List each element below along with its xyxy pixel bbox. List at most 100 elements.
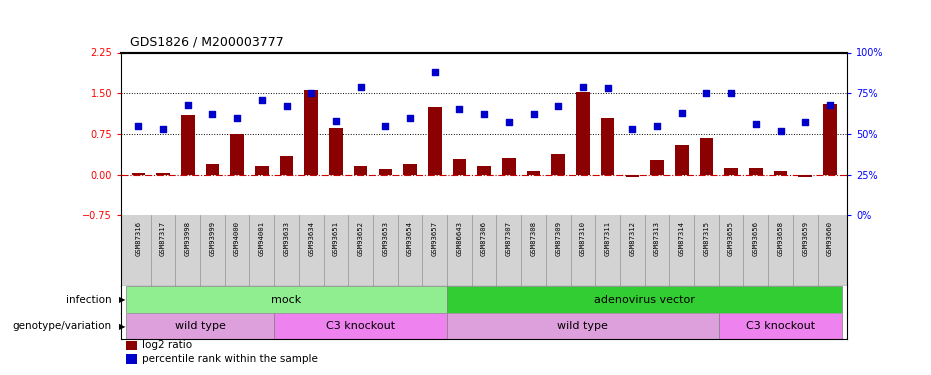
Point (699, 90, 714, 96)
Bar (330, 129, 343, 174)
Point (181, 102, 196, 108)
Bar (274, 313, 447, 339)
Text: GSM87317: GSM87317 (160, 221, 166, 256)
Text: GSM87311: GSM87311 (604, 221, 611, 256)
Point (798, 120, 813, 126)
Text: wild type: wild type (175, 321, 225, 331)
Bar (304, 90, 318, 174)
Point (502, 120, 517, 126)
Point (279, 103, 294, 109)
Point (674, 110, 689, 116)
Text: C3 knockout: C3 knockout (746, 321, 815, 331)
Point (353, 84, 368, 90)
Text: GSM93998: GSM93998 (184, 221, 191, 256)
Point (650, 123, 665, 129)
Text: log2 ratio: log2 ratio (142, 340, 192, 351)
Text: GSM93658: GSM93658 (777, 221, 784, 256)
Bar (502, 158, 516, 174)
Bar (600, 118, 614, 174)
Point (131, 123, 146, 129)
Point (477, 111, 492, 117)
Text: ▶: ▶ (119, 322, 126, 331)
Point (575, 84, 590, 90)
Text: GSM87314: GSM87314 (679, 221, 684, 256)
Point (402, 115, 417, 121)
Bar (799, 174, 812, 177)
Bar (279, 156, 293, 174)
Bar (126, 286, 447, 313)
Bar (576, 92, 589, 174)
Bar (719, 313, 843, 339)
Bar (478, 166, 491, 174)
Text: GSM93653: GSM93653 (383, 221, 388, 256)
Text: GSM93633: GSM93633 (284, 221, 290, 256)
Point (625, 126, 640, 132)
Text: GSM87309: GSM87309 (555, 221, 561, 256)
Text: GSM94001: GSM94001 (259, 221, 264, 256)
Text: GSM87310: GSM87310 (580, 221, 586, 256)
Point (205, 111, 220, 117)
Point (378, 123, 393, 129)
Bar (823, 104, 837, 174)
Point (600, 85, 615, 91)
Bar (379, 169, 392, 174)
Text: GSM93999: GSM93999 (209, 221, 215, 256)
Bar (447, 286, 843, 313)
Bar (650, 160, 664, 174)
Bar (699, 138, 713, 174)
Point (304, 90, 318, 96)
Text: GSM86643: GSM86643 (456, 221, 463, 256)
Bar (452, 159, 466, 174)
Text: GSM87312: GSM87312 (629, 221, 635, 256)
Text: percentile rank within the sample: percentile rank within the sample (142, 354, 317, 364)
Bar (749, 168, 762, 174)
Bar (206, 164, 219, 174)
Text: GSM87306: GSM87306 (481, 221, 487, 256)
Bar (126, 313, 274, 339)
Text: GSM93651: GSM93651 (333, 221, 339, 256)
Text: GSM93652: GSM93652 (358, 221, 364, 256)
Point (773, 128, 788, 134)
Bar (181, 115, 195, 174)
Text: GSM93655: GSM93655 (728, 221, 735, 256)
Text: GSM87313: GSM87313 (654, 221, 660, 256)
Bar (230, 134, 244, 174)
Bar (551, 154, 565, 174)
Point (230, 115, 245, 121)
Text: GSM93656: GSM93656 (753, 221, 759, 256)
Text: infection: infection (66, 295, 112, 304)
Text: adenovirus vector: adenovirus vector (594, 295, 695, 304)
Bar (354, 166, 368, 174)
Bar (428, 107, 441, 174)
Text: GDS1826 / M200003777: GDS1826 / M200003777 (130, 36, 284, 49)
Bar (774, 171, 788, 174)
Text: GSM93659: GSM93659 (803, 221, 808, 256)
Text: C3 knockout: C3 knockout (326, 321, 395, 331)
Text: wild type: wild type (558, 321, 608, 331)
Bar (675, 145, 689, 174)
Point (551, 103, 566, 109)
Bar (255, 166, 269, 174)
Point (329, 118, 344, 124)
Bar (626, 174, 639, 177)
Text: GSM87308: GSM87308 (531, 221, 536, 256)
Bar (447, 313, 719, 339)
Text: ▶: ▶ (119, 295, 126, 304)
Text: GSM93660: GSM93660 (827, 221, 833, 256)
Text: GSM93654: GSM93654 (407, 221, 413, 256)
Text: GSM93634: GSM93634 (308, 221, 315, 256)
Bar (527, 171, 540, 174)
Text: GSM94000: GSM94000 (234, 221, 240, 256)
Bar (403, 164, 417, 174)
Point (427, 69, 442, 75)
Point (723, 90, 738, 96)
Text: GSM87315: GSM87315 (704, 221, 709, 256)
Text: GSM87316: GSM87316 (135, 221, 142, 256)
Text: GSM87307: GSM87307 (506, 221, 512, 256)
Bar (724, 168, 738, 174)
Point (254, 97, 269, 103)
Point (452, 106, 466, 112)
Point (526, 111, 541, 117)
Text: GSM93657: GSM93657 (432, 221, 438, 256)
Point (749, 121, 763, 127)
